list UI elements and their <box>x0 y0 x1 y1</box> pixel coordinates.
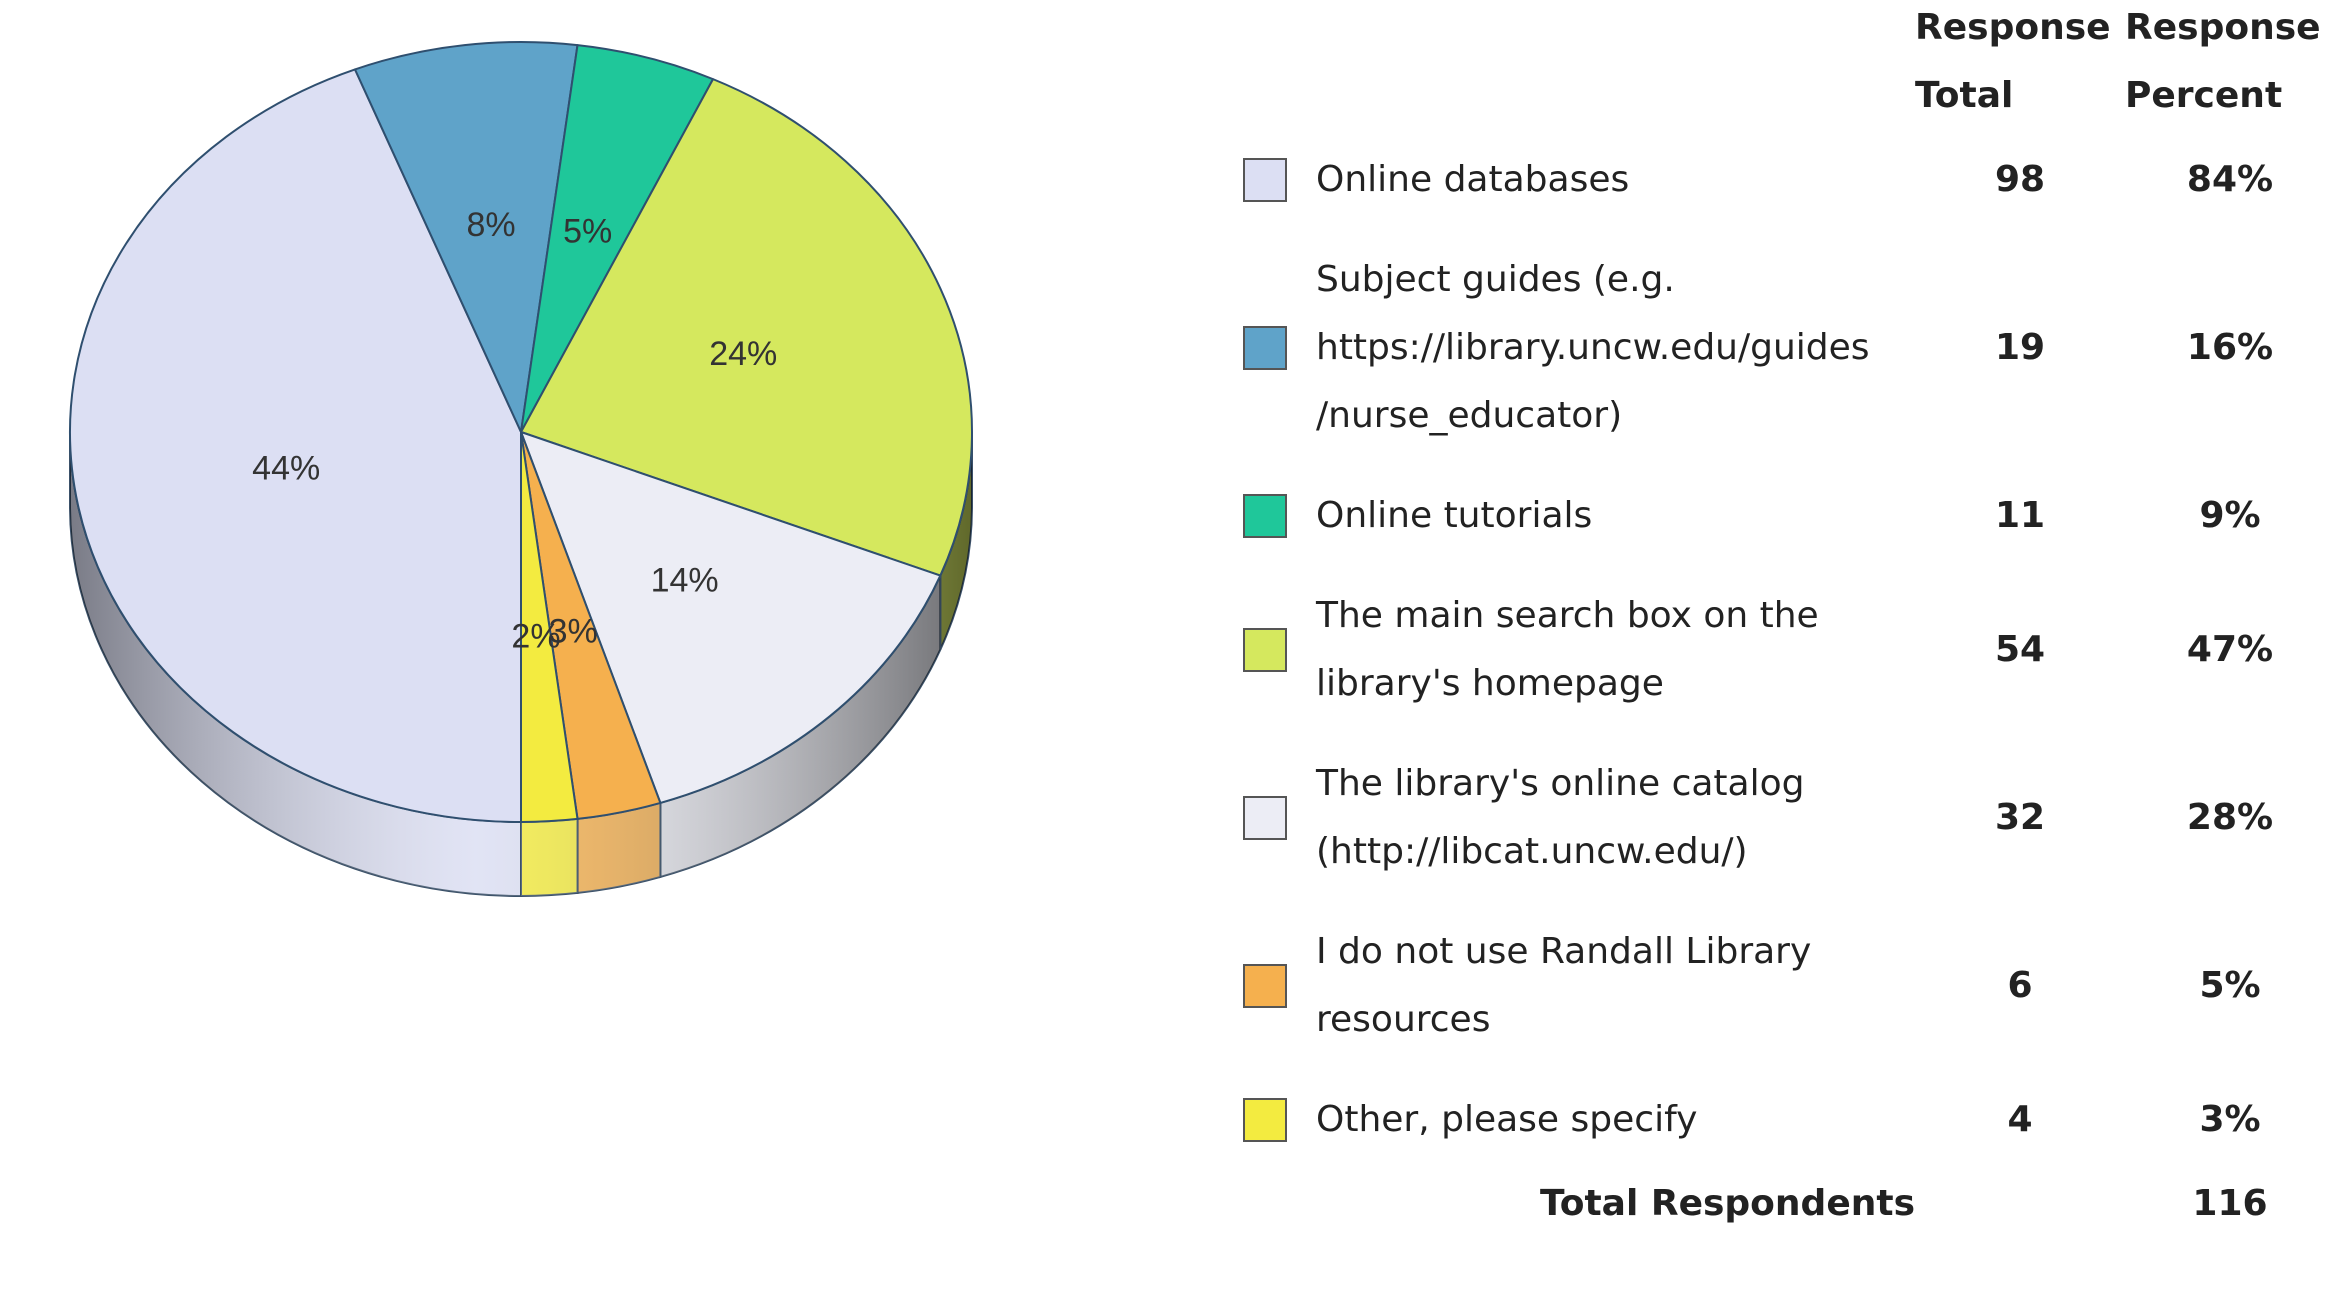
response-total: 19 <box>1994 327 2046 368</box>
response-total: 32 <box>1994 797 2046 838</box>
slice <box>520 78 973 577</box>
header-row: Response Total Response Percent <box>1243 0 2335 130</box>
swatch-cell <box>1243 734 1316 902</box>
slice-label: 3% <box>549 613 598 651</box>
legend-swatch <box>1243 326 1287 370</box>
legend-label: Subject guides (e.g. https://library.unc… <box>1316 259 1870 436</box>
legend-swatch <box>1243 796 1287 840</box>
header-total: Response Total <box>1915 7 2111 116</box>
swatch-cell <box>1243 1070 1316 1170</box>
swatch-cell <box>1243 230 1316 466</box>
slice-label: 5% <box>563 212 612 250</box>
swatch-cell <box>1243 566 1316 734</box>
response-percent: 84% <box>2186 159 2274 200</box>
slice-label: 24% <box>709 335 777 373</box>
footer-row: Total Respondents 116 <box>1243 1170 2335 1238</box>
slice-label: 8% <box>466 206 515 244</box>
response-total: 11 <box>1994 495 2046 536</box>
slice-side-shade <box>660 575 941 877</box>
slice-side-shade <box>577 802 661 893</box>
legend-row: Online databases 98 84% <box>1243 130 2335 230</box>
response-percent: 16% <box>2186 327 2274 368</box>
response-percent: 9% <box>2199 495 2261 536</box>
response-total: 6 <box>2007 965 2033 1006</box>
swatch-cell <box>1243 466 1316 566</box>
slice-side-shade <box>940 432 972 650</box>
legend-label: The library's online catalog (http://lib… <box>1316 763 1805 872</box>
legend-row: Subject guides (e.g. https://library.unc… <box>1243 230 2335 466</box>
swatch-cell <box>1243 902 1316 1070</box>
legend-row: The main search box on the library's hom… <box>1243 566 2335 734</box>
footer-label: Total Respondents <box>1539 1183 1915 1224</box>
legend-row: I do not use Randall Library resources 6 5… <box>1243 902 2335 1070</box>
slice-label: 14% <box>651 562 719 600</box>
legend-row: Other, please specify 4 3% <box>1243 1070 2335 1170</box>
response-percent: 47% <box>2186 629 2274 670</box>
slice <box>520 431 579 823</box>
slice <box>353 41 579 433</box>
slice-label: 2% <box>511 617 560 655</box>
swatch-cell <box>1243 130 1316 230</box>
slice-side-shade <box>521 818 578 896</box>
footer-value: 116 <box>2192 1183 2268 1224</box>
response-total: 98 <box>1994 159 2046 200</box>
legend-label: I do not use Randall Library resources <box>1316 931 1812 1040</box>
legend-swatch <box>1243 964 1287 1008</box>
legend-label: Online databases <box>1316 159 1630 200</box>
response-total: 54 <box>1994 629 2046 670</box>
legend-label: Other, please specify <box>1316 1099 1698 1140</box>
legend-swatch <box>1243 1098 1287 1142</box>
slice <box>520 44 715 433</box>
slice-label: 44% <box>252 450 320 488</box>
response-percent: 5% <box>2199 965 2261 1006</box>
legend-row: The library's online catalog (http://lib… <box>1243 734 2335 902</box>
slice <box>69 68 522 823</box>
legend-swatch <box>1243 494 1287 538</box>
legend-swatch <box>1243 628 1287 672</box>
legend-swatch <box>1243 158 1287 202</box>
slice-side-shade <box>70 432 521 896</box>
legend-table: Response Total Response Percent Online d… <box>1243 0 2335 1238</box>
response-percent: 28% <box>2186 797 2274 838</box>
legend-label: The main search box on the library's hom… <box>1316 595 1819 704</box>
response-percent: 3% <box>2199 1099 2261 1140</box>
legend-label: Online tutorials <box>1316 495 1593 536</box>
legend-row: Online tutorials 11 9% <box>1243 466 2335 566</box>
pie-chart: 44% 8% 5% 24% 14% 3%2% <box>69 41 973 898</box>
header-percent: Response Percent <box>2125 7 2321 116</box>
response-total: 4 <box>2007 1099 2033 1140</box>
